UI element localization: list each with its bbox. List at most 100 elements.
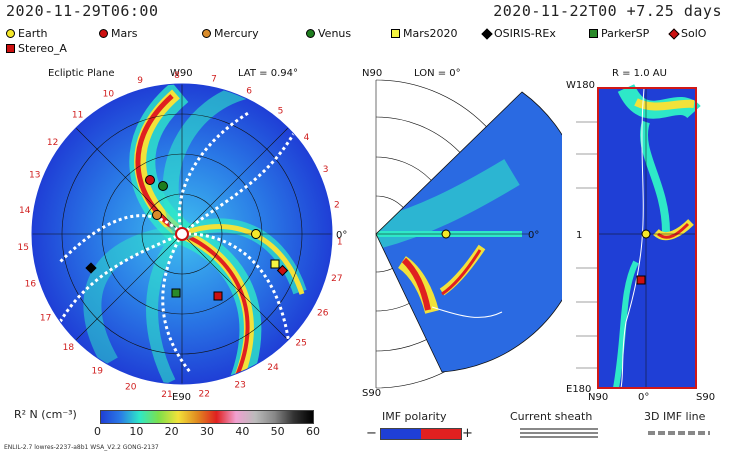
mars2020-marker: [270, 259, 280, 269]
ecliptic-top-label: W90: [170, 68, 193, 79]
legend-label: SolO: [681, 27, 707, 40]
carrington-label: 21: [161, 390, 172, 400]
carrington-label: 18: [63, 343, 75, 353]
legend-marker-icon: [99, 29, 108, 38]
legend-label: Mercury: [214, 27, 259, 40]
carrington-label: 1: [337, 237, 343, 247]
sphere-x-left: N90: [588, 392, 608, 402]
timestamp-right: 2020-11-22T00 +7.25 days: [493, 2, 722, 20]
carrington-label: 20: [125, 382, 137, 392]
sphere-bottom-label: E180: [566, 384, 591, 395]
imf-minus-label: −: [366, 426, 377, 441]
imf-line-title: 3D IMF line: [644, 410, 706, 423]
carrington-label: 16: [25, 280, 37, 290]
legend-label: Mars: [111, 27, 138, 40]
sphere-map-panel: R = 1.0 AU W180 1 E180 N90 0° S90: [566, 68, 715, 402]
sphere-x-right: S90: [696, 392, 715, 402]
stereo-a-marker: [213, 291, 223, 301]
colorbar-tick-label: 60: [306, 425, 320, 438]
mercury-marker: [152, 210, 162, 220]
solo-marker: [276, 264, 289, 277]
carrington-label: 6: [246, 87, 252, 97]
legend-marker-icon: [6, 44, 15, 53]
imf-polarity-bar: [380, 428, 462, 440]
legend-item-mars: Mars: [99, 27, 138, 40]
legend-label: Venus: [318, 27, 352, 40]
carrington-label: 25: [295, 339, 306, 349]
current-sheath-swatch: [520, 428, 598, 438]
colorbar-tick-label: 50: [270, 425, 285, 438]
carrington-label: 2: [334, 200, 340, 210]
legend-item-mercury: Mercury: [202, 27, 259, 40]
carrington-label: 10: [103, 89, 115, 99]
legend-item-venus: Venus: [306, 27, 351, 40]
carrington-label: 27: [331, 274, 342, 284]
mars-marker: [145, 175, 155, 185]
imf-line-swatch: [648, 431, 710, 435]
carrington-label: 15: [18, 243, 29, 253]
meridional-top-label: N90: [362, 68, 382, 79]
carrington-label: 23: [234, 380, 245, 390]
legend-marker-icon: [6, 29, 15, 38]
carrington-label: 19: [92, 366, 104, 376]
meridional-zero-label: 0°: [528, 230, 539, 241]
imf-plus-label: +: [462, 426, 473, 441]
legend-label: Earth: [18, 27, 48, 40]
colorbar-tick-label: 0: [94, 425, 101, 438]
imf-polarity-title: IMF polarity: [382, 410, 447, 423]
carrington-label: 17: [40, 314, 51, 324]
carrington-label: 26: [317, 309, 329, 319]
colorbar-tick-label: 10: [129, 425, 144, 438]
carrington-label: 12: [47, 138, 58, 148]
venus-marker: [158, 181, 168, 191]
colorbar-tick-label: 20: [164, 425, 179, 438]
legend-marker-icon: [668, 27, 680, 40]
ecliptic-bottom-label: E90: [172, 392, 191, 402]
ecliptic-title: Ecliptic Plane: [48, 68, 115, 79]
carrington-label: 22: [199, 390, 210, 400]
legend-label: Mars2020: [403, 27, 458, 40]
legend-item-parkersp: ParkerSP: [589, 27, 649, 40]
legend-item-osiris-rex: OSIRIS-REx: [481, 27, 556, 40]
legend-item-earth: Earth: [6, 27, 48, 40]
sphere-x-mid: 0°: [638, 392, 649, 402]
legend-label: OSIRIS-REx: [494, 27, 556, 40]
carrington-label: 9: [137, 76, 143, 86]
carrington-label: 11: [72, 110, 83, 120]
meridional-lon: LON = 0°: [414, 68, 461, 79]
ecliptic-plane-panel: Ecliptic Plane W90 LAT = 0.94°: [18, 68, 348, 402]
sphere-stereo-a-marker: [636, 275, 646, 285]
legend-marker-icon: [202, 29, 211, 38]
legend-label: ParkerSP: [601, 27, 650, 40]
carrington-label: 8: [174, 71, 180, 81]
timestamp-left: 2020-11-29T06:00: [6, 2, 159, 20]
current-sheath-title: Current sheath: [510, 410, 593, 423]
carrington-label: 13: [29, 170, 40, 180]
earth-marker: [251, 229, 261, 239]
carrington-label: 14: [19, 206, 31, 216]
meridional-earth-marker: [441, 229, 451, 239]
meridional-plane-panel: N90 LON = 0° 0° S90: [362, 68, 562, 399]
sphere-earth-marker: [641, 229, 651, 239]
carrington-label: 3: [323, 165, 329, 175]
carrington-label: 4: [304, 133, 310, 143]
colorbar-label: R² N (cm⁻³): [14, 408, 77, 421]
legend-marker-icon: [589, 29, 598, 38]
meridional-bottom-label: S90: [362, 388, 381, 399]
sun-marker: [175, 227, 189, 241]
legend-marker-icon: [306, 29, 315, 38]
legend-item-solo: SolO: [668, 27, 707, 40]
legend-marker-icon: [391, 29, 400, 38]
legend-item-stereo-a: Stereo_A: [6, 42, 67, 55]
colorbar-tick-label: 40: [235, 425, 250, 438]
model-info: ENLIL-2.7 lowres-2237-a8b1 WSA_V2.2 GONG…: [4, 444, 159, 451]
carrington-label: 24: [267, 363, 279, 373]
carrington-label: 5: [278, 107, 284, 117]
sphere-top-label: W180: [566, 80, 595, 91]
legend-marker-icon: [481, 27, 493, 40]
legend-label: Stereo_A: [18, 42, 67, 55]
sphere-mid-label: 1: [576, 230, 582, 241]
ecliptic-zero-label: 0°: [336, 230, 347, 241]
